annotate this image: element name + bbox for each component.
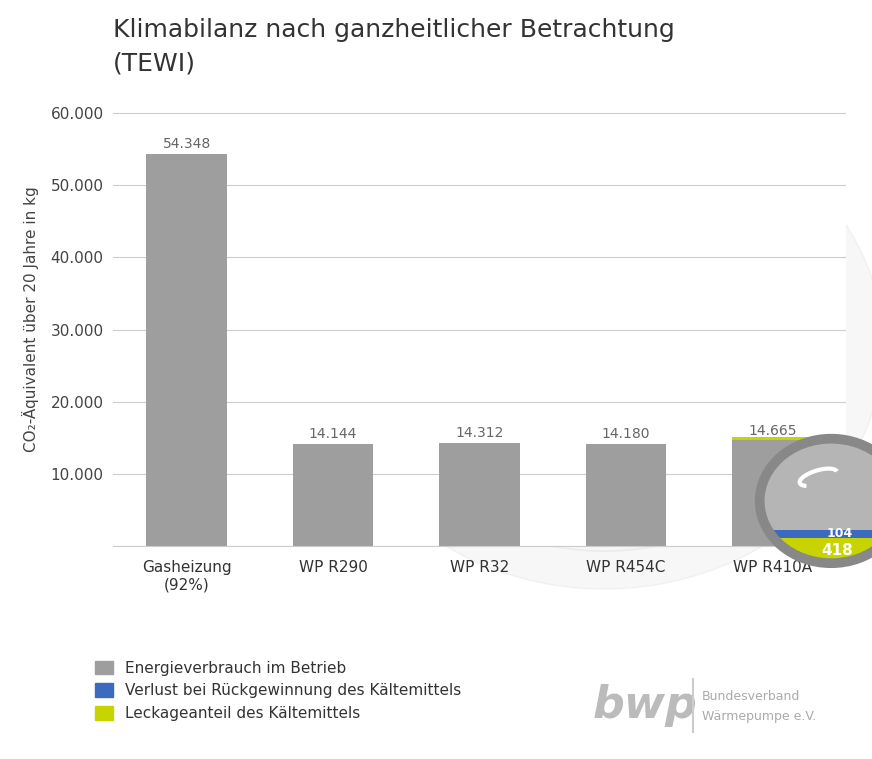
Text: bwp: bwp <box>593 685 698 727</box>
Text: 14.144: 14.144 <box>309 427 358 441</box>
Bar <box>439 443 520 546</box>
Bar <box>586 444 666 546</box>
Bar <box>732 436 813 439</box>
Text: 54.348: 54.348 <box>162 137 211 151</box>
Y-axis label: CO₂-Äquivalent über 20 Jahre in kg: CO₂-Äquivalent über 20 Jahre in kg <box>23 186 39 452</box>
Bar <box>146 153 227 546</box>
Text: 14.180: 14.180 <box>602 427 651 441</box>
Text: 104: 104 <box>827 528 853 540</box>
Legend: Energieverbrauch im Betrieb, Verlust bei Rückgewinnung des Kältemittels, Leckage: Energieverbrauch im Betrieb, Verlust bei… <box>95 660 461 721</box>
Bar <box>293 444 373 546</box>
Text: 14.665: 14.665 <box>748 424 797 438</box>
Text: Bundesverband: Bundesverband <box>702 690 800 704</box>
Text: 14.312: 14.312 <box>455 426 504 440</box>
Bar <box>732 440 813 546</box>
Text: Wärmepumpe e.V.: Wärmepumpe e.V. <box>702 710 816 723</box>
Text: 418: 418 <box>821 543 853 558</box>
Text: Klimabilanz nach ganzheitlicher Betrachtung
(TEWI): Klimabilanz nach ganzheitlicher Betracht… <box>113 17 675 75</box>
